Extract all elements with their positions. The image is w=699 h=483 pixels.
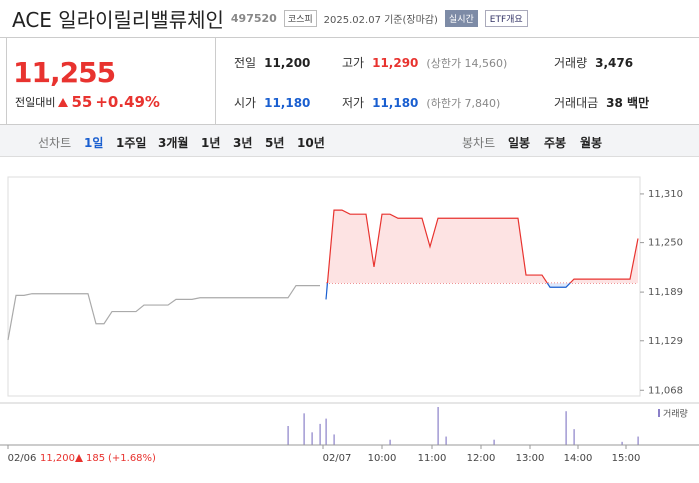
tab[interactable]: 주봉 <box>544 136 567 150</box>
tab[interactable]: 10년 <box>297 136 325 150</box>
stat-label: 고가 <box>342 56 365 70</box>
price: 11,255 <box>13 56 116 89</box>
price-line-up <box>326 209 639 284</box>
footer-price: 11,200 <box>40 453 75 464</box>
stat-value: 3,476 <box>595 56 634 70</box>
chart: 11,310 11,250 11,189 11,129 11,068 거래량 02/06 02… <box>0 176 699 464</box>
tab[interactable]: 월봉 <box>580 136 603 150</box>
volume-bar <box>311 432 313 445</box>
volume-bar <box>637 436 639 445</box>
stat: 시가 11,180 <box>234 94 310 111</box>
x-tick-label: 02/07 <box>323 453 352 464</box>
volume-bar <box>325 418 327 445</box>
x-tick-label: 15:00 <box>612 453 641 464</box>
volume-bar <box>389 439 391 445</box>
x-tick-label: 10:00 <box>368 453 397 464</box>
stat-value: 11,180 <box>264 96 311 110</box>
volume-bar <box>287 426 289 445</box>
header: ACE 일라이릴리밸류체인 497520 코스피 2025.02.07 기준(장… <box>0 0 699 36</box>
stat-value: 38 백만 <box>606 96 650 110</box>
tab[interactable]: 1년 <box>201 136 221 150</box>
change: 전일대비 55 +0.49% <box>15 93 160 111</box>
x-tick-label: 13:00 <box>516 453 545 464</box>
footer-pct: (+1.68%) <box>108 453 156 464</box>
change-label: 전일대비 <box>15 96 56 109</box>
stat-value: 11,290 <box>372 56 419 70</box>
up-icon <box>58 97 69 107</box>
tab[interactable]: 1일 <box>84 136 104 150</box>
volume-bar <box>303 413 305 445</box>
stat: 저가 11,180 (하한가 7,840) <box>342 94 500 111</box>
tab[interactable]: 3개월 <box>158 136 189 150</box>
stat-note: (하한가 7,840) <box>426 97 501 110</box>
stat: 고가 11,290 (상한가 14,560) <box>342 54 507 71</box>
stat-label: 거래량 <box>554 56 588 70</box>
volume-bar <box>573 429 575 445</box>
stat-label: 전일 <box>234 56 257 70</box>
volume-bar <box>565 411 567 445</box>
tab[interactable]: 1주일 <box>116 136 147 150</box>
stat: 전일 11,200 <box>234 54 310 71</box>
stat-label: 시가 <box>234 96 257 110</box>
stock-name: ACE 일라이릴리밸류체인 <box>12 7 224 32</box>
x-tick-label: 02/06 <box>8 453 37 464</box>
x-tick-label: 12:00 <box>467 453 496 464</box>
date: 2025.02.07 기준(장마감) <box>323 14 438 26</box>
stats: 전일 11,200 고가 11,290 (상한가 14,560) 거래량 3,476 시가 11… <box>234 38 694 124</box>
volume-bar <box>437 407 439 445</box>
legend-swatch <box>658 409 660 417</box>
tab[interactable]: 3년 <box>233 136 253 150</box>
stat-value: 11,180 <box>372 96 419 110</box>
volume-bar <box>493 439 495 445</box>
change-value: 55 <box>71 93 93 111</box>
stock-code: 497520 <box>230 11 277 25</box>
area-up <box>327 210 638 284</box>
stat: 거래대금 38 백만 <box>554 94 649 111</box>
stat: 거래량 3,476 <box>554 54 633 71</box>
y-tick-label: 11,068 <box>648 385 683 396</box>
y-tick-label: 11,189 <box>648 287 683 298</box>
etf-button[interactable]: ETF개요 <box>484 9 528 27</box>
change-pct: +0.49% <box>95 93 160 111</box>
volume-bar <box>445 436 447 445</box>
period-tabs: 선차트 1일 1주일 3개월 1년 3년 5년 10년 봉차트 일봉 주봉 월봉 <box>0 125 699 157</box>
stat-label: 저가 <box>342 96 365 110</box>
volume-bar <box>333 434 335 445</box>
tab[interactable]: 일봉 <box>508 136 531 150</box>
tab[interactable]: 5년 <box>265 136 285 150</box>
x-tick-label: 14:00 <box>564 453 593 464</box>
stat-note: (상한가 14,560) <box>426 57 508 70</box>
quote-box: 11,255 전일대비 55 +0.49% 전일 11,200 고가 11,290 (상… <box>0 37 699 125</box>
tab-group-label: 봉차트 <box>462 136 496 150</box>
price-line <box>7 285 320 341</box>
quote-main: 11,255 전일대비 55 +0.49% <box>6 38 216 124</box>
realtime-badge[interactable]: 실시간 <box>444 9 478 27</box>
tab-group-label: 선차트 <box>38 136 72 150</box>
y-tick-label: 11,250 <box>648 238 683 249</box>
plot-frame <box>7 176 641 397</box>
x-tick-label: 11:00 <box>418 453 447 464</box>
market: 코스피 <box>283 9 317 27</box>
y-tick-label: 11,129 <box>648 336 683 347</box>
volume-bar <box>319 423 321 445</box>
volume-bar <box>621 441 623 445</box>
footer-change: 185 <box>86 453 105 464</box>
y-tick-label: 11,310 <box>648 189 683 200</box>
legend-label: 거래량 <box>663 408 688 420</box>
stat-label: 거래대금 <box>554 96 599 110</box>
up-icon <box>75 454 83 462</box>
stat-value: 11,200 <box>264 56 311 70</box>
